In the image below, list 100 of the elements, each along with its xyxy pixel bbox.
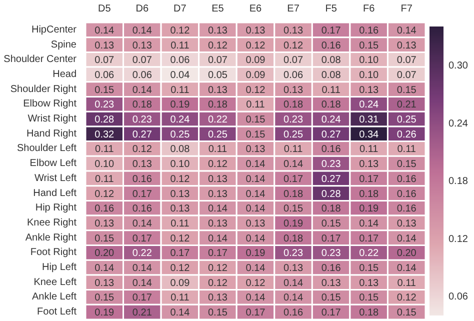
- data-label: 0.16: [132, 204, 152, 215]
- data-label: 0.13: [94, 40, 115, 52]
- data-label: 0.17: [132, 292, 152, 304]
- data-label: 0.13: [170, 188, 190, 200]
- data-label: 0.13: [396, 40, 417, 52]
- y-tick-label: Hand Left: [33, 188, 77, 199]
- color-bar-label: 0.06: [448, 292, 468, 303]
- data-label: 0.25: [170, 129, 190, 140]
- data-label: 0.14: [132, 25, 152, 36]
- data-label: 0.24: [321, 114, 342, 126]
- data-label: 0.13: [170, 204, 190, 215]
- data-label: 0.06: [170, 55, 190, 66]
- data-label: 0.06: [284, 70, 304, 81]
- data-label: 0.17: [321, 25, 342, 36]
- data-label: 0.12: [396, 292, 417, 304]
- y-tick-label: Spine: [50, 39, 77, 50]
- x-tick-label: F5: [325, 4, 338, 14]
- data-label: 0.18: [359, 308, 380, 319]
- data-label: 0.17: [208, 248, 228, 260]
- data-label: 0.13: [208, 188, 228, 200]
- data-label: 0.13: [359, 84, 380, 96]
- data-label: 0.16: [284, 308, 304, 319]
- data-label: 0.14: [284, 292, 304, 304]
- y-tick-label: Elbow Right: [23, 98, 77, 110]
- data-label: 0.10: [94, 159, 115, 170]
- data-label: 0.14: [396, 233, 417, 244]
- x-tick-label: E5: [212, 4, 224, 14]
- data-label: 0.12: [246, 40, 266, 52]
- x-tick-label: D6: [136, 4, 149, 14]
- data-label: 0.13: [208, 292, 228, 304]
- data-label: 0.11: [170, 40, 190, 52]
- data-label: 0.15: [359, 40, 380, 52]
- data-label: 0.15: [94, 84, 115, 96]
- data-label: 0.12: [170, 25, 190, 36]
- data-label: 0.15: [359, 263, 380, 274]
- data-label: 0.12: [94, 188, 115, 200]
- data-label: 0.09: [170, 278, 190, 289]
- data-label: 0.12: [170, 233, 190, 244]
- y-tick-label: Hand Right: [26, 128, 77, 140]
- data-label: 0.15: [321, 218, 342, 230]
- data-label: 0.15: [94, 292, 115, 304]
- data-label: 0.15: [396, 159, 417, 170]
- data-label: 0.07: [132, 55, 152, 66]
- data-label: 0.14: [246, 263, 266, 274]
- data-label: 0.14: [246, 174, 266, 185]
- data-label: 0.14: [396, 263, 417, 274]
- x-tick-label: F7: [400, 4, 413, 14]
- data-label: 0.12: [170, 263, 190, 274]
- data-label: 0.13: [208, 218, 228, 230]
- data-label: 0.13: [208, 25, 228, 36]
- data-label: 0.23: [284, 248, 304, 260]
- data-label: 0.13: [284, 263, 304, 274]
- data-label: 0.11: [284, 144, 304, 156]
- y-tick-label: Ankle Right: [25, 232, 77, 244]
- data-label: 0.12: [208, 40, 228, 52]
- data-label: 0.13: [284, 25, 304, 36]
- data-label: 0.11: [397, 278, 416, 289]
- data-label: 0.07: [208, 55, 228, 66]
- data-label: 0.13: [208, 84, 228, 96]
- data-label: 0.14: [246, 188, 266, 200]
- data-label: 0.14: [94, 263, 115, 274]
- data-label: 0.31: [359, 114, 380, 126]
- data-label: 0.13: [359, 159, 380, 170]
- x-tick-label: E7: [287, 4, 300, 14]
- data-label: 0.12: [246, 278, 266, 289]
- color-bar-label: 0.30: [448, 60, 468, 72]
- data-label: 0.18: [208, 100, 228, 111]
- data-label: 0.24: [170, 114, 190, 126]
- y-tick-label: Wrist Left: [34, 172, 77, 184]
- data-label: 0.07: [94, 55, 115, 66]
- data-label: 0.16: [321, 263, 342, 274]
- data-label: 0.07: [284, 55, 304, 66]
- data-label: 0.16: [321, 144, 342, 156]
- data-label: 0.27: [321, 174, 342, 185]
- data-label: 0.14: [396, 25, 417, 36]
- color-bar-label: 0.24: [448, 118, 468, 130]
- data-label: 0.14: [246, 159, 266, 170]
- y-tick-label: Shoulder Center: [4, 54, 78, 66]
- data-label: 0.16: [94, 204, 115, 215]
- data-label: 0.15: [246, 129, 266, 140]
- data-label: 0.12: [170, 174, 190, 185]
- data-label: 0.11: [170, 84, 190, 96]
- data-label: 0.14: [246, 292, 266, 304]
- data-label: 0.07: [396, 55, 417, 66]
- data-label: 0.15: [208, 308, 228, 319]
- data-label: 0.19: [94, 308, 115, 319]
- data-label: 0.19: [170, 100, 190, 111]
- data-label: 0.14: [132, 84, 152, 96]
- data-label: 0.12: [246, 84, 266, 96]
- data-label: 0.19: [246, 248, 266, 260]
- data-label: 0.22: [208, 114, 228, 126]
- data-label: 0.10: [359, 55, 380, 66]
- data-label: 0.16: [396, 204, 417, 215]
- data-label: 0.22: [359, 248, 380, 260]
- data-label: 0.13: [359, 278, 380, 289]
- data-label: 0.13: [246, 144, 266, 156]
- data-label: 0.14: [170, 308, 190, 319]
- data-label: 0.17: [132, 188, 152, 200]
- data-label: 0.11: [95, 174, 114, 185]
- data-label: 0.25: [284, 129, 304, 140]
